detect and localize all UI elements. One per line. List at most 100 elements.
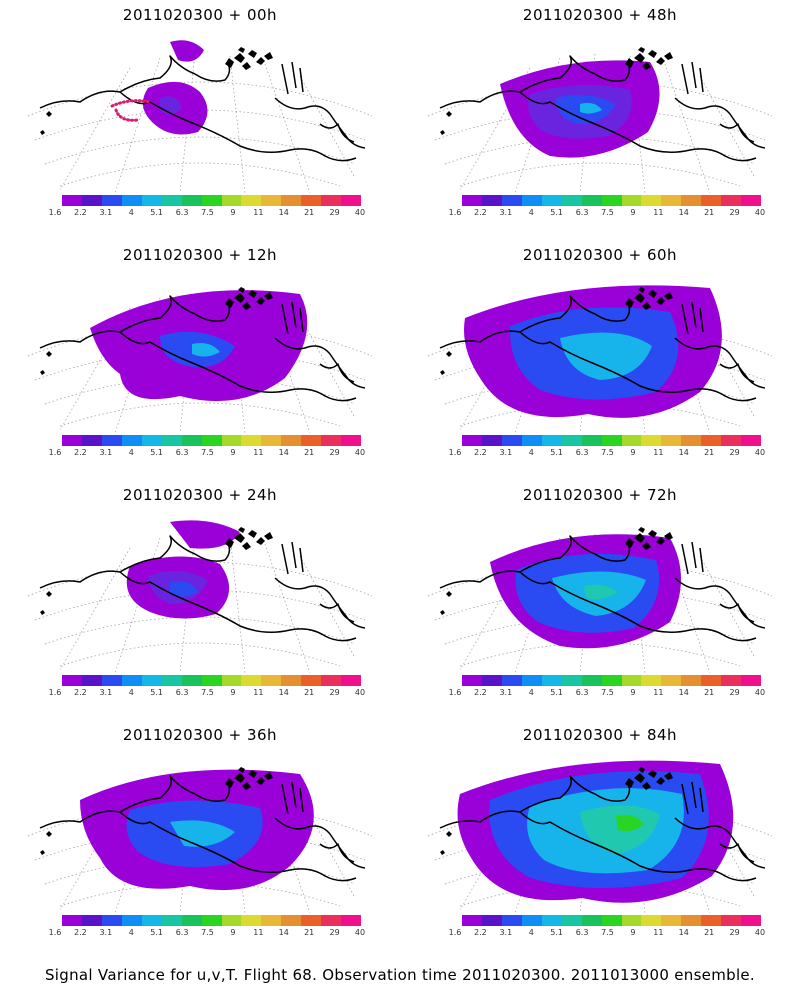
colorbar-swatch <box>681 435 702 446</box>
polar-map <box>427 527 773 673</box>
colorbar-tick-label: 11 <box>653 208 664 217</box>
island <box>40 850 45 855</box>
polar-map <box>27 287 373 433</box>
variance-contour-fill <box>560 332 652 380</box>
coastline-path <box>719 363 755 383</box>
colorbar-swatch <box>321 435 342 446</box>
graticule-line <box>44 616 356 645</box>
colorbar-tick-label: 6.3 <box>175 208 189 217</box>
colorbar-swatch <box>81 435 102 446</box>
colorbar-swatch <box>641 675 662 686</box>
colorbar-tick-label: 1.6 <box>448 208 462 217</box>
coastline-path <box>194 63 231 82</box>
colorbar-tick-label: 40 <box>354 688 366 697</box>
island <box>634 53 645 63</box>
colorbar-swatch <box>201 675 222 686</box>
island <box>625 58 634 68</box>
colorbar-tick-label: 4 <box>528 208 534 217</box>
coastline-path <box>439 535 596 589</box>
colorbar-tick-label: 5.1 <box>150 208 164 217</box>
colorbar-tick-label: 2.2 <box>474 688 487 697</box>
colorbar-tick-label: 4 <box>128 448 134 457</box>
colorbar-swatch <box>462 915 482 926</box>
coastline-path <box>281 781 304 815</box>
coastline-path <box>39 775 196 829</box>
polar-map <box>427 285 773 433</box>
colorbar-swatch <box>601 435 622 446</box>
colorbar-swatch <box>281 195 302 206</box>
colorbar-tick-label: 3.1 <box>499 208 513 217</box>
island <box>656 57 665 65</box>
colorbar-swatch <box>741 915 762 926</box>
coastline-path <box>439 55 596 109</box>
coastline-path <box>519 811 757 882</box>
colorbar-swatch <box>521 435 542 446</box>
graticule-line <box>179 533 196 673</box>
colorbar-swatch <box>741 675 762 686</box>
colorbar-tick-label: 11 <box>253 688 264 697</box>
coastline-path <box>119 571 357 642</box>
colorbar-tick-label: 2.2 <box>74 688 87 697</box>
colorbar-swatch <box>541 675 562 686</box>
colorbar-tick-label: 14 <box>678 448 689 457</box>
colorbar-swatch <box>101 915 122 926</box>
colorbar-swatch <box>462 675 482 686</box>
colorbar-swatch <box>241 915 262 926</box>
colorbar-swatch <box>341 915 362 926</box>
coastline-path <box>681 301 704 335</box>
colorbar-swatch <box>221 435 242 446</box>
island <box>642 62 651 70</box>
coastline-path <box>594 543 631 562</box>
colorbar-tick-label: 6.3 <box>575 928 589 937</box>
polar-map <box>27 767 373 913</box>
graticule-line <box>459 787 531 911</box>
colorbar-tick-label: 11 <box>653 688 664 697</box>
island <box>264 292 273 300</box>
colorbar-swatch <box>481 435 502 446</box>
graticule-line <box>179 53 196 193</box>
coastline <box>439 775 766 882</box>
colorbar-tick-label: 29 <box>729 448 740 457</box>
colorbar-swatch <box>261 675 282 686</box>
colorbar-tick-label: 7.5 <box>201 928 214 937</box>
panel-title: 2011020300 + 84h <box>522 726 678 744</box>
colorbar-tick-label: 7.5 <box>601 208 614 217</box>
island <box>256 297 265 305</box>
map-area <box>20 268 380 433</box>
colorbar-swatch <box>501 675 522 686</box>
variance-contour-fill <box>170 520 240 549</box>
island <box>642 542 651 550</box>
island <box>256 57 265 65</box>
colorbar-tick-label: 9 <box>230 688 236 697</box>
coastline-path <box>119 811 357 882</box>
colorbar-labels: 1.6 2.2 3.1 4 5.1 6.3 7.5 9 11 14 21 29 40 <box>49 208 368 220</box>
colorbar-tick-label: 9 <box>230 208 236 217</box>
colorbar-labels: 1.6 2.2 3.1 4 5.1 6.3 7.5 9 11 14 21 29 40 <box>449 928 768 940</box>
island <box>634 293 645 303</box>
colorbar-swatch <box>641 915 662 926</box>
colorbar-tick-label: 5.1 <box>150 688 164 697</box>
graticule-line <box>299 75 356 179</box>
colorbar-tick-label: 1.6 <box>48 208 62 217</box>
graticule-line <box>264 543 311 673</box>
island <box>638 527 645 533</box>
colorbar-tick-label: 14 <box>278 688 289 697</box>
colorbar-tick-label: 9 <box>630 448 636 457</box>
coastline-path <box>681 61 704 95</box>
coastline-path <box>439 295 596 349</box>
colorbar-swatch <box>161 915 182 926</box>
islands <box>440 47 673 135</box>
colorbar-swatch <box>721 195 742 206</box>
colorbar-tick-label: 1.6 <box>448 688 462 697</box>
variance-contour-fill <box>170 581 198 597</box>
colorbar-tick-label: 29 <box>729 928 740 937</box>
colorbar-labels: 1.6 2.2 3.1 4 5.1 6.3 7.5 9 11 14 21 29 40 <box>449 448 768 460</box>
coastline-path <box>319 363 355 383</box>
island <box>648 530 657 538</box>
panel-title: 2011020300 + 00h <box>122 6 278 24</box>
colorbar-swatch <box>581 195 602 206</box>
colorbar-tick-label: 9 <box>630 928 636 937</box>
colorbar-tick-label: 4 <box>528 928 534 937</box>
colorbar-swatch <box>741 195 762 206</box>
colorbar-tick-label: 11 <box>253 208 264 217</box>
